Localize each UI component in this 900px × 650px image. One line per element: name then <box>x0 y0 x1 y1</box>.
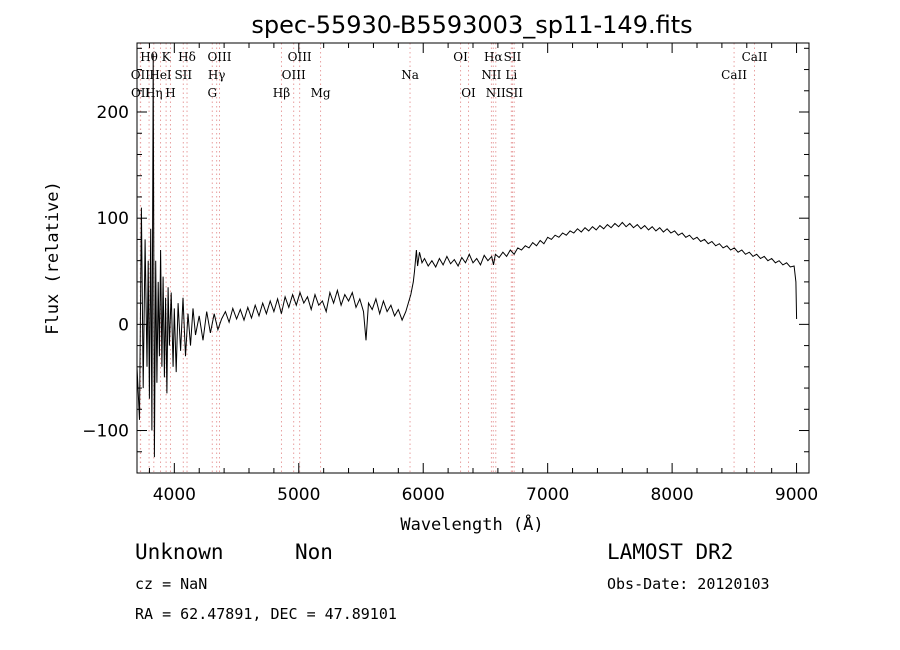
line-label-19: NII <box>481 68 501 82</box>
line-label-22: Li <box>505 68 517 82</box>
line-label-13: OIII <box>282 68 306 82</box>
obs-date-text: Obs-Date: 20120103 <box>607 575 770 593</box>
spectral-class: Unknown <box>135 540 224 564</box>
line-label-11: OIII <box>207 50 231 64</box>
line-label-25: CaII <box>721 68 747 82</box>
y-tick-label: 200 <box>97 103 129 123</box>
line-marker-labels: HθOIIOIIHηHeIKHSIIHδGHγOIIIHβOIIIOIIIMgN… <box>131 50 768 100</box>
line-label-10: Hγ <box>208 68 226 82</box>
line-label-6: H <box>165 86 175 100</box>
x-tick-label: 8000 <box>650 485 693 505</box>
survey-name: LAMOST DR2 <box>607 540 733 564</box>
line-label-23: SII <box>504 50 522 64</box>
line-label-18: OI <box>461 86 476 100</box>
line-label-12: Hβ <box>273 86 290 100</box>
line-label-15: Mg <box>311 86 331 100</box>
line-label-21: NII <box>486 86 506 100</box>
y-axis-label: Flux (relative) <box>43 181 63 335</box>
line-label-17: OI <box>453 50 468 64</box>
line-label-8: Hδ <box>178 50 196 64</box>
line-label-20: Hα <box>484 50 503 64</box>
y-tick-label: 0 <box>118 315 129 335</box>
x-tick-label: 4000 <box>153 485 196 505</box>
line-label-4: HeI <box>149 68 172 82</box>
y-axis-ticks: −100 0 100 200 <box>82 47 809 474</box>
line-label-1: OII <box>131 68 151 82</box>
x-tick-label: 9000 <box>775 485 818 505</box>
y-tick-label: −100 <box>82 422 129 442</box>
spectrum-series <box>136 53 798 458</box>
x-tick-label: 5000 <box>277 485 320 505</box>
line-label-0: Hθ <box>140 50 158 64</box>
y-tick-label: 100 <box>97 209 129 229</box>
spectrum-line-0 <box>136 53 798 458</box>
line-label-2: OII <box>131 86 151 100</box>
line-label-14: OIII <box>288 50 312 64</box>
redshift-text: cz = NaN <box>135 575 207 593</box>
coordinates-text: RA = 62.47891, DEC = 47.89101 <box>135 605 397 623</box>
line-label-9: G <box>207 86 217 100</box>
line-label-7: SII <box>174 68 192 82</box>
x-tick-label: 6000 <box>402 485 445 505</box>
line-label-16: Na <box>401 68 419 82</box>
x-axis-ticks: 4000 5000 6000 7000 8000 9000 <box>148 43 818 505</box>
spectral-subclass: Non <box>295 540 333 564</box>
x-tick-label: 7000 <box>526 485 569 505</box>
line-label-26: CaII <box>742 50 768 64</box>
line-label-5: K <box>162 50 172 64</box>
chart-title: spec-55930-B5593003_sp11-149.fits <box>251 11 692 39</box>
line-label-24: SII <box>505 86 523 100</box>
plot-frame <box>136 42 810 474</box>
x-axis-label: Wavelength (Å) <box>400 513 543 535</box>
